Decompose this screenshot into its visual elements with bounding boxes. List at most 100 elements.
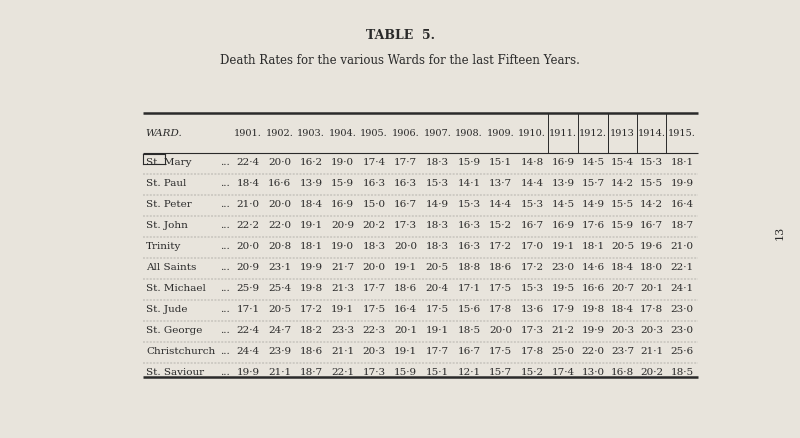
Text: St. Jude: St. Jude <box>146 304 187 313</box>
Text: 18·7: 18·7 <box>670 220 694 230</box>
Text: 21·7: 21·7 <box>331 262 354 271</box>
Text: 17·2: 17·2 <box>489 241 512 250</box>
Text: 19·9: 19·9 <box>670 179 694 187</box>
Text: 21·3: 21·3 <box>331 283 354 292</box>
Text: 15·7: 15·7 <box>582 179 605 187</box>
Text: 20·2: 20·2 <box>640 367 663 376</box>
Text: 1911.: 1911. <box>549 129 577 138</box>
Text: 17·7: 17·7 <box>426 346 449 355</box>
Text: 17·2: 17·2 <box>299 304 322 313</box>
Text: 17·8: 17·8 <box>489 304 512 313</box>
Text: 1902.: 1902. <box>266 129 294 138</box>
Text: 23·9: 23·9 <box>268 346 291 355</box>
Text: 15·9: 15·9 <box>611 220 634 230</box>
Text: 20·8: 20·8 <box>268 241 291 250</box>
Text: 17·3: 17·3 <box>394 220 418 230</box>
Text: 14·9: 14·9 <box>582 199 605 208</box>
Text: St. John: St. John <box>146 220 188 230</box>
Text: 18·1: 18·1 <box>670 158 694 167</box>
Text: ...: ... <box>220 283 230 292</box>
Text: 16·7: 16·7 <box>458 346 481 355</box>
Text: 15·0: 15·0 <box>362 199 386 208</box>
Text: 20·0: 20·0 <box>394 241 418 250</box>
Text: 13·0: 13·0 <box>582 367 605 376</box>
Text: ...: ... <box>220 367 230 376</box>
Text: 17·8: 17·8 <box>640 304 663 313</box>
Text: Death Rates for the various Wards for the last Fifteen Years.: Death Rates for the various Wards for th… <box>220 53 580 67</box>
Text: Christchurch: Christchurch <box>146 346 215 355</box>
Text: 20·5: 20·5 <box>426 262 449 271</box>
Text: 18·4: 18·4 <box>299 199 322 208</box>
Text: 19·9: 19·9 <box>236 367 259 376</box>
Text: 18·5: 18·5 <box>458 325 481 334</box>
Text: 1912.: 1912. <box>579 129 607 138</box>
Text: 17·5: 17·5 <box>489 346 512 355</box>
Text: 20·0: 20·0 <box>489 325 512 334</box>
Text: 18·1: 18·1 <box>299 241 322 250</box>
Text: 14·4: 14·4 <box>489 199 512 208</box>
Text: St. Peter: St. Peter <box>146 199 192 208</box>
Text: 22·0: 22·0 <box>268 220 291 230</box>
Text: 15·1: 15·1 <box>426 367 449 376</box>
Text: 13: 13 <box>775 225 785 239</box>
Text: 21·1: 21·1 <box>331 346 354 355</box>
Text: 22·3: 22·3 <box>362 325 386 334</box>
Text: 22·4: 22·4 <box>236 158 259 167</box>
Text: 14·2: 14·2 <box>611 179 634 187</box>
Text: 14·4: 14·4 <box>520 179 543 187</box>
Text: 20·0: 20·0 <box>268 199 291 208</box>
Text: 19·8: 19·8 <box>299 283 322 292</box>
Text: 23·0: 23·0 <box>670 325 694 334</box>
Text: 14·2: 14·2 <box>640 199 663 208</box>
Text: 1906.: 1906. <box>392 129 420 138</box>
Text: TABLE  5.: TABLE 5. <box>366 28 434 42</box>
Text: 17·2: 17·2 <box>520 262 543 271</box>
Text: 16·9: 16·9 <box>551 158 574 167</box>
Text: 22·0: 22·0 <box>582 346 605 355</box>
Text: 19·1: 19·1 <box>551 241 574 250</box>
Text: 18·6: 18·6 <box>394 283 418 292</box>
Text: 18·7: 18·7 <box>299 367 322 376</box>
Text: 1901.: 1901. <box>234 129 262 138</box>
Text: 16·9: 16·9 <box>551 220 574 230</box>
Text: 20·1: 20·1 <box>394 325 418 334</box>
Text: 16·4: 16·4 <box>394 304 418 313</box>
Text: 15·3: 15·3 <box>640 158 663 167</box>
Text: 23·1: 23·1 <box>268 262 291 271</box>
Text: 15·5: 15·5 <box>611 199 634 208</box>
Text: 16·7: 16·7 <box>394 199 418 208</box>
Text: ...: ... <box>220 179 230 187</box>
Text: 17·7: 17·7 <box>394 158 418 167</box>
Text: 19·0: 19·0 <box>331 241 354 250</box>
Text: ...: ... <box>220 262 230 271</box>
Text: 19·9: 19·9 <box>582 325 605 334</box>
Text: 19·1: 19·1 <box>299 220 322 230</box>
Text: 18·0: 18·0 <box>640 262 663 271</box>
Text: 17·6: 17·6 <box>582 220 605 230</box>
Text: 15·6: 15·6 <box>458 304 481 313</box>
Text: 21·1: 21·1 <box>640 346 663 355</box>
Text: 19·5: 19·5 <box>551 283 574 292</box>
Text: 18·4: 18·4 <box>611 304 634 313</box>
Text: 16·8: 16·8 <box>611 367 634 376</box>
Text: 15·5: 15·5 <box>640 179 663 187</box>
Text: 15·9: 15·9 <box>331 179 354 187</box>
Text: St. Michael: St. Michael <box>146 283 206 292</box>
Text: ...: ... <box>220 220 230 230</box>
Text: 20·4: 20·4 <box>426 283 449 292</box>
Text: 16·3: 16·3 <box>458 241 481 250</box>
Text: 25·6: 25·6 <box>670 346 694 355</box>
Text: 21·2: 21·2 <box>551 325 574 334</box>
Text: 17·3: 17·3 <box>362 367 386 376</box>
Text: ...: ... <box>220 158 230 167</box>
Text: ...: ... <box>220 304 230 313</box>
Text: 15·7: 15·7 <box>489 367 512 376</box>
Text: 1907.: 1907. <box>423 129 451 138</box>
Text: 12·1: 12·1 <box>458 367 481 376</box>
Text: 18·4: 18·4 <box>611 262 634 271</box>
Text: 20·2: 20·2 <box>362 220 386 230</box>
Text: 22·1: 22·1 <box>331 367 354 376</box>
Text: 17·5: 17·5 <box>489 283 512 292</box>
Text: 20·3: 20·3 <box>640 325 663 334</box>
Text: 20·9: 20·9 <box>331 220 354 230</box>
